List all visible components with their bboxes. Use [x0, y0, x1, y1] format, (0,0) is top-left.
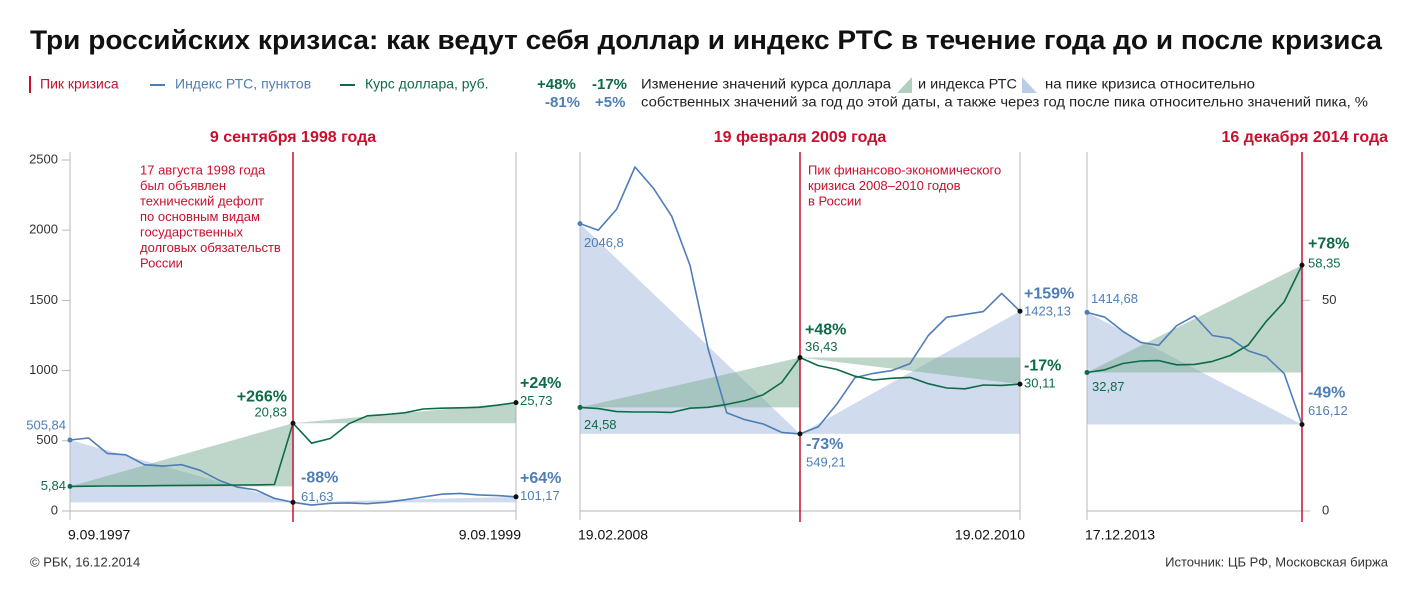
page-title: Три российских кризиса: как ведут себя д… — [30, 25, 1383, 55]
change-label: +266% — [237, 388, 287, 405]
annotation: государственных — [140, 224, 243, 239]
change-area — [800, 357, 1020, 385]
annotation: долговых обязательств — [140, 240, 281, 255]
annotation: 17 августа 1998 года — [140, 162, 266, 177]
y2-tick-label: 0 — [1322, 502, 1329, 517]
value-label: 616,12 — [1308, 403, 1348, 418]
value-label: 32,87 — [1092, 379, 1125, 394]
value-label: 20,83 — [254, 405, 287, 420]
y-tick-label: 2500 — [29, 151, 58, 166]
y-tick-label: 1500 — [29, 292, 58, 307]
source: Источник: ЦБ РФ, Московская биржа — [1165, 554, 1389, 569]
note-text: и индекса РТС — [918, 76, 1017, 92]
value-label: 1423,13 — [1024, 304, 1071, 319]
series-line — [1086, 264, 1303, 374]
value-label: 25,73 — [520, 393, 553, 408]
value-label: 5,84 — [41, 478, 66, 493]
point — [513, 400, 519, 406]
note-rts-example: -81% — [545, 94, 580, 111]
annotation: по основным видам — [140, 209, 260, 224]
change-label: -17% — [1024, 357, 1061, 374]
change-label: +78% — [1308, 235, 1349, 252]
y-tick-label: 500 — [36, 432, 58, 447]
value-label: 58,35 — [1308, 256, 1341, 271]
value-label: 101,17 — [520, 488, 560, 503]
note-text: на пике кризиса относительно — [1045, 76, 1255, 92]
x-tick-label: 9.09.1999 — [459, 527, 521, 543]
point — [1017, 381, 1023, 387]
note-rts-swatch — [1022, 77, 1037, 93]
note-dollar-swatch — [897, 77, 912, 93]
point — [67, 483, 73, 489]
annotation: был объявлен — [140, 178, 226, 193]
chart-title: 9 сентября 1998 года — [210, 129, 376, 146]
point — [1299, 262, 1305, 268]
legend-crisis: Пик кризиса — [40, 76, 119, 92]
point — [67, 437, 73, 443]
point — [513, 494, 519, 500]
point — [1084, 309, 1090, 315]
change-area — [580, 357, 800, 408]
x-tick-label: 9.09.1997 — [68, 527, 130, 543]
y-tick-label: 1000 — [29, 362, 58, 377]
copyright: © РБК, 16.12.2014 — [30, 554, 140, 569]
value-label: 505,84 — [26, 417, 66, 432]
point — [797, 354, 803, 360]
chart-title: 16 декабря 2014 года — [1221, 129, 1388, 146]
y-tick-label: 0 — [51, 502, 58, 517]
series-line — [1086, 311, 1303, 425]
value-label: 36,43 — [805, 339, 838, 354]
value-label: 2046,8 — [584, 235, 624, 250]
change-label: -88% — [301, 470, 338, 487]
x-tick-label: 19.02.2010 — [955, 527, 1025, 543]
note-dollar-example: -17% — [592, 76, 627, 93]
y-tick-label: 2000 — [29, 222, 58, 237]
annotation: технический дефолт — [140, 193, 264, 208]
point — [290, 420, 296, 426]
annotation: России — [140, 255, 183, 270]
annotation: кризиса 2008–2010 годов — [808, 178, 961, 193]
legend-crisis-swatch — [29, 76, 31, 93]
value-label: 1414,68 — [1091, 291, 1138, 306]
change-label: +64% — [520, 470, 561, 487]
x-tick-label: 19.02.2008 — [578, 527, 648, 543]
value-label: 61,63 — [301, 489, 334, 504]
point — [797, 431, 803, 437]
point — [290, 499, 296, 505]
change-label: +159% — [1024, 285, 1074, 302]
chart-title: 19 февраля 2009 года — [714, 129, 887, 146]
note-text: собственных значений за год до этой даты… — [641, 94, 1368, 110]
point — [1084, 369, 1090, 375]
value-label: 24,58 — [584, 417, 617, 432]
change-label: -73% — [806, 436, 843, 453]
point — [577, 404, 583, 410]
annotation: Пик финансово-экономического — [808, 162, 1001, 177]
change-area — [70, 423, 293, 487]
change-area — [580, 223, 800, 434]
point — [1017, 308, 1023, 314]
note-rts-example: +5% — [595, 94, 625, 111]
note-text: Изменение значений курса доллара — [641, 76, 891, 92]
annotation: в России — [808, 193, 861, 208]
legend-label: Индекс РТС, пунктов — [175, 76, 311, 92]
point — [1299, 421, 1305, 427]
legend-label: Курс доллара, руб. — [365, 76, 489, 92]
value-label: 30,11 — [1024, 376, 1056, 391]
point — [577, 221, 583, 227]
value-label: 549,21 — [806, 454, 846, 469]
change-area — [800, 311, 1020, 434]
x-tick-label: 17.12.2013 — [1085, 527, 1155, 543]
y2-tick-label: 50 — [1322, 292, 1336, 307]
change-label: +24% — [520, 375, 561, 392]
change-label: +48% — [805, 322, 846, 339]
change-label: -49% — [1308, 385, 1345, 402]
note-dollar-example: +48% — [537, 76, 576, 93]
